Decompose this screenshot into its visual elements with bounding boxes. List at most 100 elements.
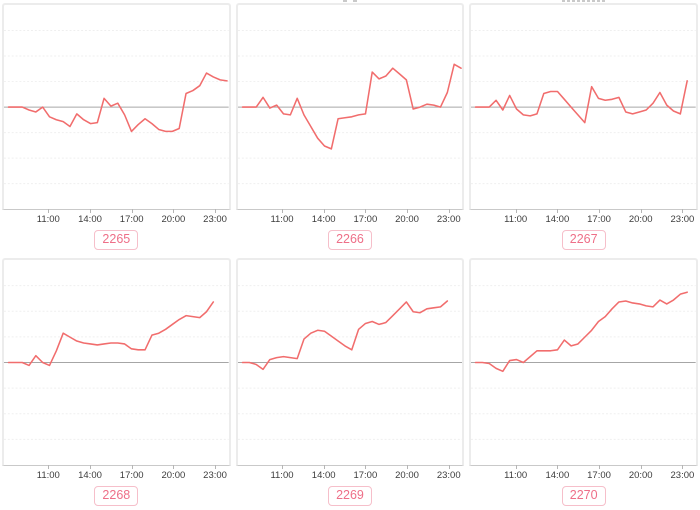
x-tick xyxy=(90,465,91,469)
chart-code-badge[interactable]: 2270 xyxy=(561,486,606,506)
x-tick xyxy=(131,465,133,469)
x-tick-label: 17:00 xyxy=(587,214,611,226)
line-chart-canvas xyxy=(237,30,463,185)
x-tick xyxy=(48,465,50,469)
x-tick-label: 11:00 xyxy=(36,470,60,481)
x-tick xyxy=(48,209,50,214)
x-tick-label: 23:00 xyxy=(670,470,695,481)
x-tick-label: 20:00 xyxy=(628,470,653,481)
x-tick xyxy=(599,465,601,469)
chart-cell: 11:00 14:00 17:00 20:00 23:00 2268 xyxy=(0,255,233,510)
x-tick-label: 11:00 xyxy=(270,214,294,226)
x-tick xyxy=(515,465,517,469)
x-tick xyxy=(682,209,684,214)
x-tick xyxy=(131,209,133,214)
line-chart-canvas xyxy=(471,30,696,185)
x-tick xyxy=(215,465,217,469)
x-tick xyxy=(281,209,283,214)
x-tick-label: 14:00 xyxy=(311,214,336,226)
price-line xyxy=(241,63,462,150)
x-tick xyxy=(557,465,559,469)
x-axis: 11:00 14:00 17:00 20:00 23:00 xyxy=(2,465,231,483)
x-tick-label: 11:00 xyxy=(504,214,528,226)
x-tick xyxy=(407,209,409,214)
chart-code-badge[interactable]: 2265 xyxy=(94,230,139,251)
chart-code-badge[interactable]: 2267 xyxy=(561,230,606,251)
chart-code-badge[interactable]: 2269 xyxy=(328,486,372,506)
badge-row: 2269 xyxy=(234,483,467,509)
sparkline-panel xyxy=(235,3,465,211)
x-tick xyxy=(640,209,642,214)
sparkline-panel xyxy=(469,258,698,466)
x-tick-label: 14:00 xyxy=(78,470,102,481)
x-tick xyxy=(90,209,91,214)
x-tick-label: 14:00 xyxy=(545,214,570,226)
sparkline-panel xyxy=(469,3,698,211)
badge-row: 2265 xyxy=(0,227,233,253)
x-tick-label: 14:00 xyxy=(78,214,102,226)
chart-cell: 11:00 14:00 17:00 20:00 23:00 2269 xyxy=(234,255,467,510)
x-tick-label: 23:00 xyxy=(203,470,227,481)
line-chart-canvas xyxy=(237,285,463,440)
price-line xyxy=(241,300,448,371)
chart-cell: 11:00 14:00 17:00 20:00 23:00 2266 xyxy=(234,0,467,253)
chart-code-badge[interactable]: 2268 xyxy=(94,486,139,506)
x-tick xyxy=(557,209,559,214)
sparkline-panel xyxy=(2,258,231,466)
x-axis: 11:00 14:00 17:00 20:00 23:00 xyxy=(469,209,698,227)
x-tick xyxy=(682,465,684,469)
clipped-title-remnant xyxy=(561,0,606,2)
line-chart-canvas xyxy=(4,30,229,185)
x-axis: 11:00 14:00 17:00 20:00 23:00 xyxy=(236,465,465,483)
x-tick-label: 20:00 xyxy=(395,214,419,226)
chart-code-badge[interactable]: 2266 xyxy=(328,230,372,251)
x-tick-label: 20:00 xyxy=(628,214,653,226)
x-tick-label: 14:00 xyxy=(545,470,570,481)
x-tick xyxy=(365,209,367,214)
x-tick xyxy=(515,209,517,214)
x-tick xyxy=(323,465,325,469)
x-tick xyxy=(448,209,450,214)
x-tick xyxy=(173,209,175,214)
x-tick-label: 20:00 xyxy=(161,214,186,226)
price-line xyxy=(475,291,689,373)
x-tick-label: 17:00 xyxy=(119,470,144,481)
x-tick xyxy=(173,465,175,469)
x-tick-label: 11:00 xyxy=(36,214,60,226)
line-chart-canvas xyxy=(471,285,696,440)
x-tick-label: 23:00 xyxy=(203,214,227,226)
badge-row: 2266 xyxy=(234,227,467,253)
clipped-title-remnant xyxy=(342,0,357,2)
chart-cell: 11:00 14:00 17:00 20:00 23:00 2265 xyxy=(0,0,233,253)
price-line xyxy=(475,80,689,124)
x-tick xyxy=(448,465,450,469)
badge-row: 2270 xyxy=(467,483,700,509)
x-tick xyxy=(215,209,217,214)
x-axis: 11:00 14:00 17:00 20:00 23:00 xyxy=(236,209,465,227)
x-tick xyxy=(365,465,367,469)
x-tick-label: 17:00 xyxy=(353,214,378,226)
x-tick-label: 23:00 xyxy=(436,214,461,226)
x-tick xyxy=(640,465,642,469)
chart-cell: 11:00 14:00 17:00 20:00 23:00 2267 xyxy=(467,0,700,253)
x-tick-label: 11:00 xyxy=(270,470,294,481)
x-tick-label: 17:00 xyxy=(353,470,378,481)
badge-row: 2268 xyxy=(0,483,233,509)
x-tick-label: 17:00 xyxy=(587,470,611,481)
badge-row: 2267 xyxy=(467,227,700,253)
sparkline-panel xyxy=(235,258,465,466)
sparkline-panel xyxy=(2,3,231,211)
price-line xyxy=(7,72,228,133)
x-tick xyxy=(323,209,325,214)
x-tick-label: 14:00 xyxy=(311,470,336,481)
x-tick xyxy=(599,209,601,214)
x-tick-label: 20:00 xyxy=(161,470,186,481)
x-axis: 11:00 14:00 17:00 20:00 23:00 xyxy=(469,465,698,483)
x-tick xyxy=(281,465,283,469)
x-axis: 11:00 14:00 17:00 20:00 23:00 xyxy=(2,209,231,227)
x-tick-label: 23:00 xyxy=(436,470,461,481)
x-tick-label: 23:00 xyxy=(670,214,695,226)
chart-cell: 11:00 14:00 17:00 20:00 23:00 2270 xyxy=(467,255,700,510)
price-line xyxy=(7,301,215,367)
